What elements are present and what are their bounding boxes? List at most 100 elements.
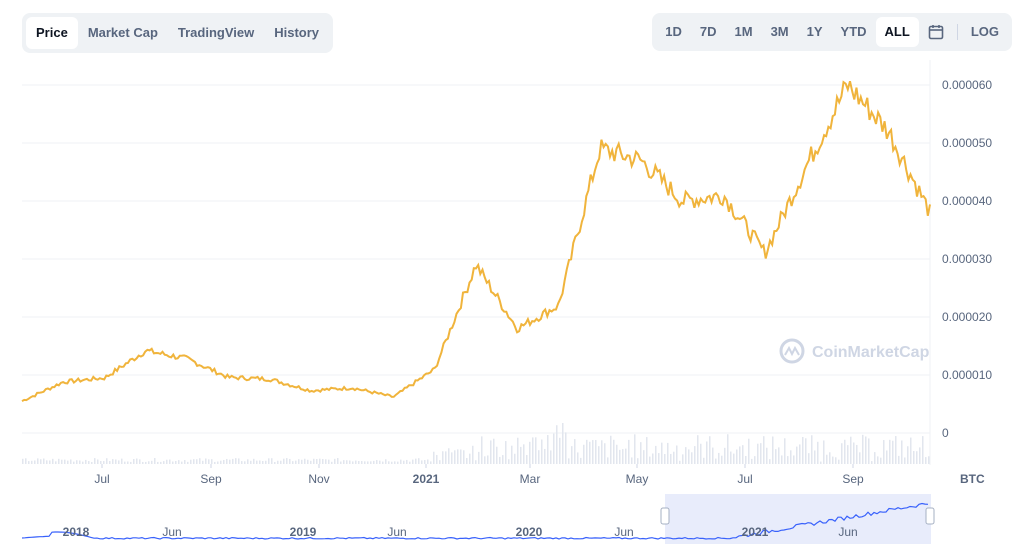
volume-bar: [622, 449, 624, 464]
volume-bar: [316, 458, 318, 464]
volume-bar: [763, 436, 765, 464]
range-3m[interactable]: 3M: [770, 24, 789, 39]
range-7d[interactable]: 7D: [699, 24, 717, 39]
volume-bar: [784, 438, 786, 464]
volume-bar: [301, 459, 303, 464]
volume-bar: [658, 453, 660, 464]
volume-bar: [511, 445, 513, 464]
volume-bar: [70, 459, 72, 464]
tab-history[interactable]: History: [274, 25, 320, 40]
volume-bar: [352, 461, 354, 464]
volume-bar: [583, 444, 585, 464]
volume-bar: [748, 438, 750, 464]
unit-label: BTC: [960, 472, 985, 486]
volume-bar: [205, 458, 207, 464]
volume-bar: [574, 439, 576, 464]
volume-bar: [769, 459, 771, 464]
volume-bar: [847, 445, 849, 464]
volume-bar: [625, 448, 627, 464]
volume-bar: [58, 458, 60, 464]
volume-bar: [637, 458, 639, 464]
volume-bar: [679, 460, 681, 464]
volume-bar: [790, 450, 792, 464]
volume-bar: [100, 461, 102, 464]
navigator[interactable]: 2018 Jun 2019 Jun 2020 Jun 2021 Jun: [21, 494, 935, 544]
volume-bar: [217, 461, 219, 464]
volume-bar: [589, 441, 591, 464]
volume-bar: [472, 445, 474, 464]
volume-bar: [187, 461, 189, 464]
volume-bar: [541, 439, 543, 464]
volume-bar: [724, 447, 726, 464]
range-1d[interactable]: 1D: [665, 24, 682, 39]
range-ytd[interactable]: YTD: [840, 24, 867, 39]
y-tick-label: 0.000040: [942, 194, 992, 208]
volume-bar: [295, 460, 297, 464]
volume-bar: [649, 456, 651, 464]
volume-bar: [292, 461, 294, 464]
volume-bar: [106, 458, 108, 464]
time-range-selector: 1D 7D 1M 3M 1Y YTD ALL LOG: [652, 13, 1012, 51]
navigator-handle-left[interactable]: [660, 507, 670, 525]
tab-price[interactable]: Price: [26, 17, 78, 49]
volume-bar: [703, 457, 705, 464]
volume-bar: [895, 436, 897, 464]
volume-bar: [307, 459, 309, 464]
volume-bar: [304, 458, 306, 464]
calendar-button[interactable]: [919, 17, 953, 47]
navigator-handle-right[interactable]: [925, 507, 935, 525]
navigator-selection[interactable]: [665, 494, 931, 544]
tab-tradingview[interactable]: TradingView: [177, 25, 255, 40]
volume-bar: [409, 461, 411, 464]
volume-bar: [73, 461, 75, 464]
volume-bar: [766, 447, 768, 464]
volume-bar: [760, 443, 762, 464]
volume-bar: [277, 460, 279, 464]
range-1m[interactable]: 1M: [734, 24, 753, 39]
volume-bar: [607, 457, 609, 464]
volume-bar: [883, 440, 885, 464]
volume-bar: [610, 435, 612, 464]
volume-bar: [826, 454, 828, 464]
volume-bar: [463, 450, 465, 464]
volume-bar: [688, 449, 690, 464]
volume-bar: [745, 456, 747, 464]
volume-bar: [928, 456, 930, 464]
volume-bar: [268, 458, 270, 464]
volume-bar: [385, 459, 387, 464]
volume-bar: [25, 458, 27, 464]
volume-bar: [172, 461, 174, 464]
volume-bar: [109, 461, 111, 464]
tab-market-cap[interactable]: Market Cap: [87, 25, 158, 40]
volume-bar: [367, 461, 369, 464]
volume-bar: [820, 461, 822, 464]
volume-bar: [319, 458, 321, 464]
volume-bar: [130, 461, 132, 464]
volume-bar: [502, 455, 504, 464]
volume-bar: [901, 440, 903, 464]
x-tick-label: Sep: [200, 472, 222, 486]
volume-bar: [208, 459, 210, 464]
volume-bar: [499, 456, 501, 464]
range-all[interactable]: ALL: [875, 17, 919, 47]
log-scale-toggle[interactable]: LOG: [970, 24, 999, 39]
volume-bar: [115, 459, 117, 464]
volume-bar: [904, 457, 906, 464]
volume-bar: [193, 459, 195, 464]
volume-bar: [328, 459, 330, 464]
volume-bar: [325, 459, 327, 464]
volume-bar: [646, 437, 648, 464]
volume-bar: [169, 459, 171, 464]
volume-bar: [43, 458, 45, 464]
volume-bar: [859, 452, 861, 464]
range-1y[interactable]: 1Y: [806, 24, 823, 39]
volume-bar: [526, 454, 528, 464]
volume-bar: [370, 461, 372, 464]
volume-bar: [811, 435, 813, 464]
volume-bar: [577, 452, 579, 464]
volume-bar: [778, 447, 780, 464]
volume-bar: [523, 444, 525, 464]
volume-bar: [484, 456, 486, 464]
volume-bar: [640, 442, 642, 464]
